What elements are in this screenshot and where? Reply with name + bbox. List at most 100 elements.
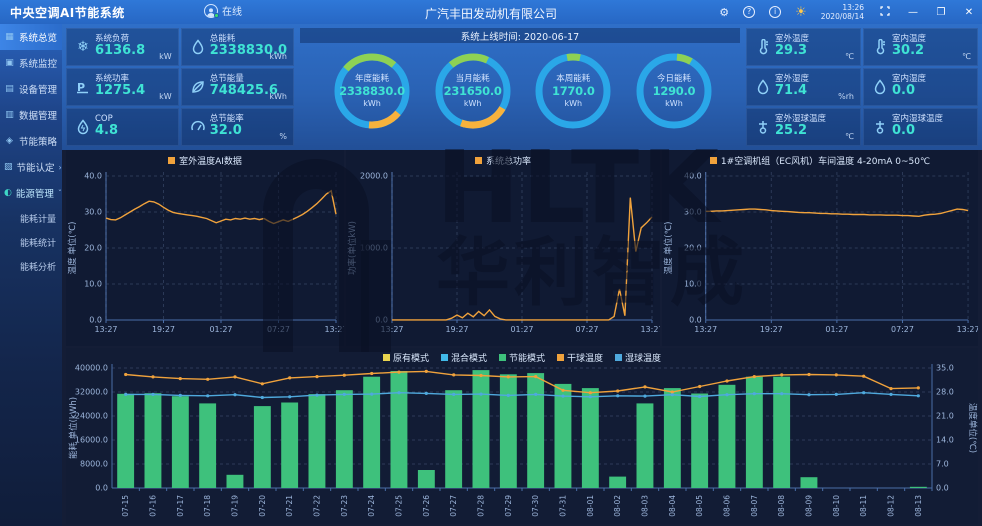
sidebar-item-data-management[interactable]: ▥ 数据管理: [5, 110, 58, 122]
svg-text:40.0: 40.0: [684, 171, 702, 180]
middle-charts-row: 室外温度AI数据 0.0 10.0 20.0 30.0 40.0 13:27 19:27 01…: [62, 150, 982, 346]
sidebar-item-system-monitor[interactable]: ▣ 系统监控: [5, 58, 58, 70]
stat-card-indoor-humidity: 室内湿度 0.0: [863, 68, 978, 106]
daily-energy-legend[interactable]: 原有模式 混合模式 节能模式 干球温度 湿球温度: [66, 351, 978, 364]
svg-text:01:27: 01:27: [825, 325, 848, 334]
right-stat-cards: 室外温度 29.3 ℃ 室内温度 30.2 ℃ 室外湿度 71.4 %rh 室内…: [746, 28, 978, 146]
left-stat-cards: ❄ 系统负荷 6136.8 kW 总能耗 2338830.0 kWh P 系统功…: [66, 28, 294, 146]
svg-text:07-30: 07-30: [531, 495, 540, 517]
total-power-legend[interactable]: 系统总功率: [346, 154, 660, 167]
svg-text:0.0: 0.0: [375, 316, 388, 325]
info-icon[interactable]: i: [769, 6, 782, 18]
legend-item[interactable]: 混合模式: [440, 351, 487, 364]
svg-text:07-17: 07-17: [176, 495, 185, 517]
gauge-week-energy[interactable]: 本周能耗 1770.0 kWh: [533, 51, 613, 131]
svg-text:08-12: 08-12: [887, 495, 896, 517]
gauge-today-energy[interactable]: 今日能耗 1290.0 kWh: [634, 51, 714, 131]
outdoor-temp-chart[interactable]: 0.0 10.0 20.0 30.0 40.0 13:27 19:27 01:27 07:27 1…: [66, 150, 344, 346]
svg-text:07-31: 07-31: [559, 495, 568, 517]
svg-text:14.0: 14.0: [936, 436, 954, 445]
svg-text:07-26: 07-26: [422, 495, 431, 517]
gauge-ring-icon: [334, 53, 410, 129]
minimize-button[interactable]: —: [908, 6, 918, 18]
legend-swatch-icon: [498, 354, 506, 361]
settings-gear-icon[interactable]: ⚙: [719, 5, 730, 19]
sidebar-subitem-energy-metering[interactable]: 能耗计量: [20, 214, 57, 225]
svg-text:13:27: 13:27: [380, 325, 403, 334]
svg-text:16000.0: 16000.0: [75, 436, 108, 445]
svg-text:0.0: 0.0: [95, 484, 108, 493]
svg-text:30.0: 30.0: [84, 208, 102, 217]
svg-text:07-20: 07-20: [258, 495, 267, 517]
svg-text:功率(单位kW): 功率(单位kW): [347, 221, 358, 275]
svg-text:13:27: 13:27: [640, 325, 660, 334]
sidebar-subitem-energy-analysis[interactable]: 能耗分析: [20, 262, 57, 273]
total-power-chart[interactable]: 0.0 1000.0 2000.0 13:27 19:27 01:27 07:27 13:27…: [346, 150, 660, 346]
date-value: 2020/08/14: [820, 12, 864, 21]
svg-text:40.0: 40.0: [84, 172, 102, 181]
daily-energy-chart-panel: 原有模式 混合模式 节能模式 干球温度 湿球温度 0.0 0.0 8000.0 7.0 1600…: [66, 348, 978, 524]
svg-text:08-10: 08-10: [832, 495, 841, 517]
svg-text:35.0: 35.0: [936, 364, 954, 373]
daily-energy-chart[interactable]: 0.0 0.0 8000.0 7.0 16000.0 14.0 24000.0 21.0 320…: [66, 348, 978, 524]
gauge-month-energy[interactable]: 当月能耗 231650.0 kWh: [433, 51, 513, 131]
legend-item[interactable]: 原有模式: [382, 351, 429, 364]
sidebar-item-energy-strategy[interactable]: ◈ 节能策略: [0, 128, 62, 154]
svg-text:13:27: 13:27: [694, 325, 717, 334]
svg-text:01:27: 01:27: [209, 325, 232, 334]
svg-text:30.0: 30.0: [684, 207, 702, 216]
fullscreen-button[interactable]: [878, 5, 892, 19]
svg-text:07-29: 07-29: [504, 495, 513, 517]
legend-item[interactable]: 湿球温度: [615, 351, 661, 364]
sidebar-item-system-overview[interactable]: ▦ 系统总览: [0, 24, 62, 50]
svg-text:08-05: 08-05: [695, 495, 704, 517]
maximize-button[interactable]: ❐: [936, 6, 946, 18]
stat-card-outdoor-wetbulb: 室外湿球温度 25.2 ℃: [746, 108, 861, 146]
svg-text:8000.0: 8000.0: [80, 460, 108, 469]
app-title: 中央空调AI节能系统: [10, 6, 125, 20]
gauge-block: 系统上线时间: 2020-06-17 年度能耗 2338830.0 kWh: [298, 28, 742, 146]
close-button[interactable]: ✕: [964, 6, 974, 18]
online-label: 在线: [222, 7, 242, 18]
svg-text:08-04: 08-04: [668, 495, 677, 517]
total-power-chart-panel: 系统总功率 0.0 1000.0 2000.0 13:27 19:27 01:27 07:2…: [346, 150, 660, 346]
online-dot-icon: [214, 13, 219, 18]
title-bar: 中央空调AI节能系统 在线 广汽丰田发动机有限公司 ⚙ ? i ☀ 13:26 …: [0, 0, 982, 24]
unit-temp-chart[interactable]: 0.0 10.0 20.0 30.0 40.0 13:27 19:27 01:27 07:27 1…: [662, 150, 978, 346]
database-icon: ▥: [5, 110, 14, 120]
svg-text:07-21: 07-21: [285, 495, 294, 517]
help-icon[interactable]: ?: [743, 6, 756, 18]
online-status[interactable]: 在线: [204, 3, 242, 18]
legend-swatch-icon: [615, 354, 623, 361]
legend-item[interactable]: 干球温度: [557, 351, 603, 364]
legend-item[interactable]: 节能模式: [498, 351, 545, 364]
sidebar-item-energy-certification[interactable]: ▧ 节能认定 ›: [4, 162, 62, 174]
svg-text:07-22: 07-22: [313, 495, 322, 517]
weather-sun-icon[interactable]: ☀: [795, 4, 807, 20]
svg-text:07:27: 07:27: [267, 325, 290, 334]
svg-text:08-06: 08-06: [723, 495, 732, 517]
gauge-ring-icon: [535, 53, 611, 129]
gauge-annual-energy[interactable]: 年度能耗 2338830.0 kWh: [332, 51, 412, 131]
unit-temp-chart-panel: 1#空调机组（EC风机）车间温度 4-20mA 0~50℃ 0.0 10.0 20.…: [662, 150, 978, 346]
leaf-icon: [186, 75, 210, 99]
humidity-drop-icon: [868, 75, 892, 99]
svg-text:07-28: 07-28: [477, 495, 486, 517]
svg-text:温度 单位(℃): 温度 单位(℃): [663, 222, 673, 275]
sidebar-subitem-energy-statistics[interactable]: 能耗统计: [20, 238, 57, 249]
humidity-drop-icon: [751, 75, 775, 99]
svg-text:10.0: 10.0: [84, 280, 102, 289]
svg-text:07:27: 07:27: [891, 325, 914, 334]
outdoor-temp-legend[interactable]: 室外温度AI数据: [66, 154, 344, 167]
svg-text:21.0: 21.0: [936, 412, 954, 421]
svg-text:温度单位(℃): 温度单位(℃): [967, 403, 978, 453]
monitor-icon: ▣: [5, 58, 14, 68]
sidebar-item-energy-management[interactable]: ◐ 能源管理 ˇ: [4, 188, 62, 200]
power-icon: P: [71, 75, 95, 99]
svg-text:40000.0: 40000.0: [75, 364, 108, 373]
stat-card-indoor-wetbulb: 室内湿球温度 0.0: [863, 108, 978, 146]
svg-text:07-25: 07-25: [395, 495, 404, 517]
unit-temp-legend[interactable]: 1#空调机组（EC风机）车间温度 4-20mA 0~50℃: [662, 154, 978, 167]
gauge-ring-icon: [636, 53, 712, 129]
sidebar-item-device-management[interactable]: ▤ 设备管理: [5, 84, 58, 96]
